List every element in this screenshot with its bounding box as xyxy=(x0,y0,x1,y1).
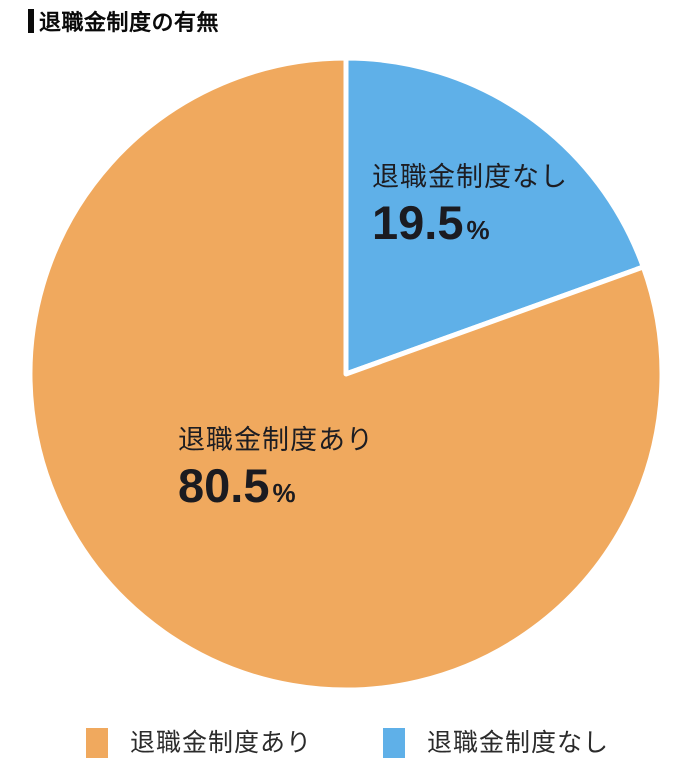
slice-value: 80.5 xyxy=(178,459,270,512)
slice-callout-nashi: 退職金制度なし 19.5% xyxy=(372,161,568,259)
legend-item-ari: 退職金制度あり xyxy=(86,726,312,760)
legend: 退職金制度あり 退職金制度なし xyxy=(0,726,700,762)
page-title: 退職金制度の有無 xyxy=(28,7,219,35)
percent-sign: % xyxy=(466,215,490,245)
legend-label: 退職金制度なし xyxy=(427,729,610,757)
legend-swatch-orange xyxy=(86,728,108,758)
title-bar-mark xyxy=(28,9,34,33)
slice-label: 退職金制度あり xyxy=(178,425,374,455)
pie-slice xyxy=(27,55,665,693)
slice-label: 退職金制度なし xyxy=(372,162,568,192)
legend-swatch-blue xyxy=(383,728,405,758)
page-title-text: 退職金制度の有無 xyxy=(39,10,220,35)
slice-value-row: 80.5% xyxy=(178,462,374,522)
slice-callout-ari: 退職金制度あり 80.5% xyxy=(178,424,374,522)
slice-value-row: 19.5% xyxy=(372,199,568,259)
percent-sign: % xyxy=(272,478,296,508)
legend-label: 退職金制度あり xyxy=(130,729,313,757)
slice-value: 19.5 xyxy=(372,196,464,249)
pie-slice xyxy=(343,55,646,377)
legend-item-nashi: 退職金制度なし xyxy=(383,726,609,760)
